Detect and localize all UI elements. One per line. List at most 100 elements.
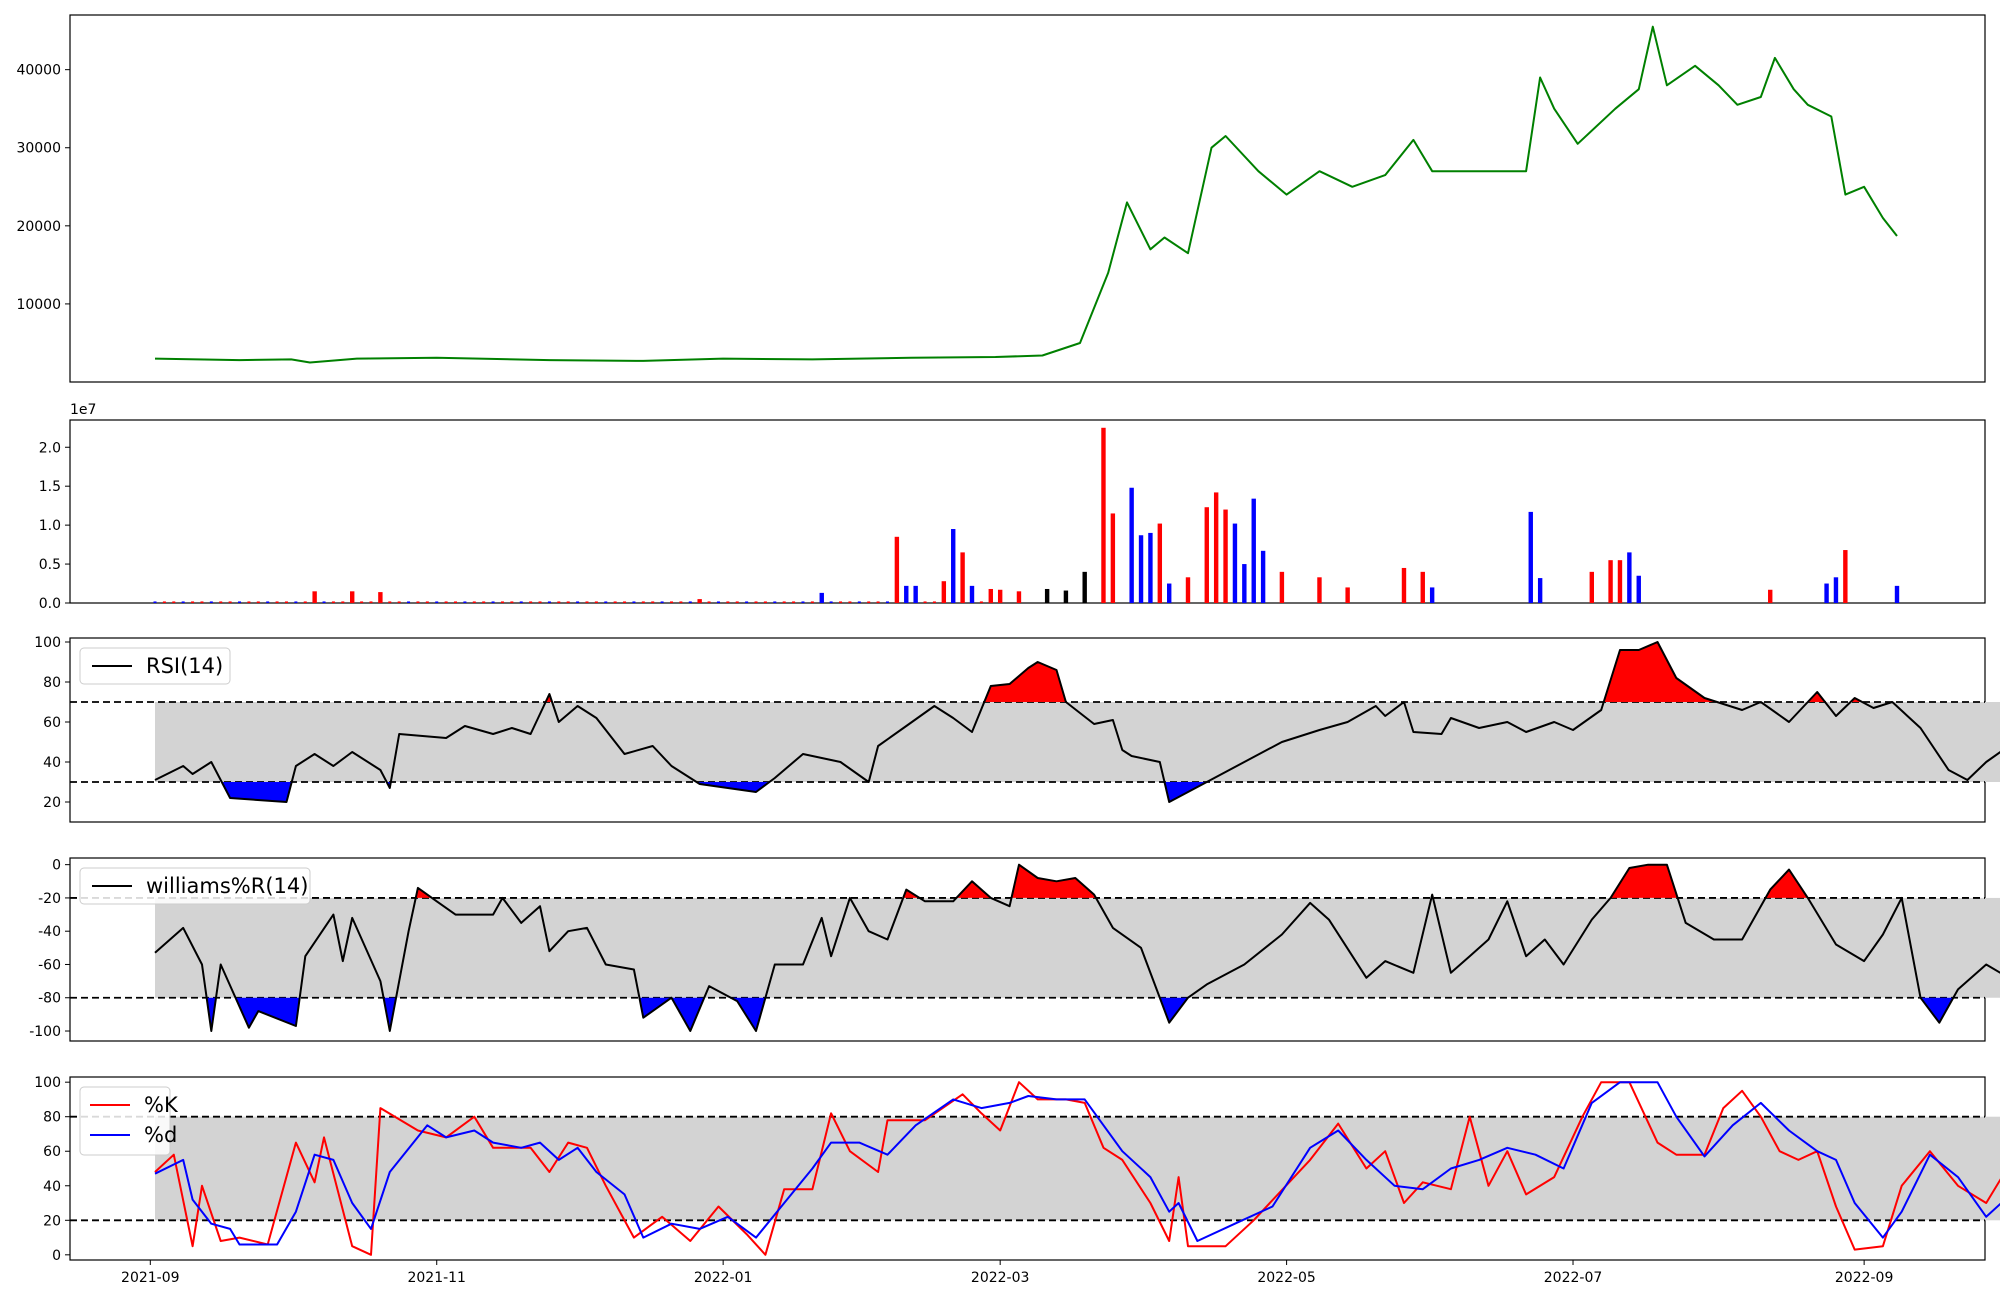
volume-bar: [773, 601, 777, 603]
y-tick-label: 100: [34, 1075, 61, 1091]
volume-bar: [463, 601, 467, 603]
y-tick-label: 40000: [16, 63, 61, 79]
volume-bar: [1167, 583, 1172, 603]
stochastic-line: [154, 1081, 2000, 1256]
y-tick-label: 20: [43, 795, 61, 811]
y-tick-label: 0: [52, 858, 61, 874]
volume-bar: [538, 601, 542, 603]
volume-bar: [331, 601, 335, 603]
volume-bar: [969, 585, 975, 603]
volume-bar: [162, 601, 166, 603]
volume-bar: [1082, 571, 1087, 603]
volume-bar: [867, 601, 871, 603]
overbought-fill: [1765, 869, 1808, 898]
oversold-fill: [221, 782, 292, 802]
x-tick-label: 2022-03: [971, 1270, 1030, 1286]
volume-bar: [801, 601, 805, 603]
volume-bar: [510, 601, 514, 603]
volume-bar: [754, 601, 758, 603]
y-tick-label: 20000: [16, 219, 61, 235]
volume-bar: [576, 601, 580, 603]
volume-bar: [407, 601, 411, 603]
volume-bar: [181, 601, 185, 603]
volume-bar: [435, 601, 439, 603]
volume-bar: [1148, 532, 1153, 603]
legend-box: [79, 647, 231, 685]
volume-bar: [369, 601, 373, 603]
overbought-fill: [956, 881, 991, 898]
volume-bar: [913, 585, 918, 603]
volume-bar: [547, 601, 551, 603]
volume-bar: [716, 601, 720, 603]
volume-bar: [1894, 585, 1900, 603]
overbought-fill: [1807, 692, 1825, 702]
overbought-fill: [984, 662, 1066, 702]
volume-bar: [1251, 498, 1256, 603]
volume-bar: [1213, 492, 1219, 603]
y-tick-label: 60: [43, 1144, 61, 1160]
volume-bar: [1063, 590, 1069, 603]
volume-bar: [1345, 587, 1350, 603]
legend-box: [79, 867, 311, 905]
volume-bar: [1528, 511, 1533, 603]
volume-bar: [491, 601, 495, 603]
y-tick-label: 30000: [16, 141, 61, 157]
volume-bar: [294, 601, 298, 603]
volume-bar: [857, 601, 861, 603]
volume-bar: [1627, 552, 1632, 603]
volume-bar: [482, 601, 486, 603]
oscillator-line: [154, 863, 2000, 1032]
volume-bar: [979, 601, 983, 603]
neutral-band: [155, 702, 2000, 782]
volume-bar: [988, 588, 993, 603]
volume-bar: [238, 601, 242, 603]
y-tick-label: -60: [38, 957, 61, 973]
oversold-fill: [1920, 997, 1954, 1023]
volume-offset-text: 1e7: [70, 402, 96, 418]
volume-bar: [848, 601, 852, 603]
volume-bar: [566, 601, 570, 603]
oversold-fill: [383, 997, 396, 1031]
y-tick-label: 0.5: [39, 557, 61, 573]
x-tick-label: 2022-07: [1544, 1270, 1603, 1286]
volume-bar: [228, 601, 232, 603]
y-tick-label: -80: [38, 991, 61, 1007]
volume-bar: [594, 601, 598, 603]
volume-bar: [172, 601, 176, 603]
volume-bar: [651, 601, 655, 603]
y-tick-label: -100: [29, 1024, 61, 1040]
volume-bar: [923, 601, 927, 603]
volume-bar: [1401, 567, 1407, 603]
volume-bar: [1589, 571, 1594, 603]
volume-bar: [792, 601, 796, 603]
y-tick-label: 60: [43, 715, 61, 731]
volume-bar: [1833, 577, 1839, 603]
volume-bar: [763, 601, 767, 603]
volume-bar: [1101, 427, 1106, 603]
y-tick-label: 1.0: [39, 518, 61, 534]
volume-bar: [810, 601, 814, 603]
volume-bar: [735, 601, 739, 603]
volume-bar: [782, 601, 786, 603]
volume-bar: [350, 591, 355, 603]
volume-bar: [360, 601, 364, 603]
volume-bar: [1843, 550, 1848, 603]
volume-bar: [1129, 487, 1134, 603]
oversold-fill: [639, 997, 705, 1031]
volume-bar: [1138, 535, 1144, 603]
axes-frame: [69, 419, 1986, 604]
y-tick-label: 10000: [16, 297, 61, 313]
volume-bar: [876, 601, 880, 603]
volume-bar: [444, 601, 448, 603]
y-tick-label: 80: [43, 1110, 61, 1126]
volume-bar: [1420, 571, 1425, 603]
volume-bar: [322, 601, 326, 603]
volume-bar: [941, 581, 947, 603]
legend-label: %d: [144, 1123, 177, 1147]
volume-bar: [1044, 588, 1050, 603]
volume-bar: [1317, 577, 1322, 603]
volume-bar: [247, 601, 251, 603]
volume-bar: [641, 601, 645, 603]
volume-bar: [632, 601, 636, 603]
